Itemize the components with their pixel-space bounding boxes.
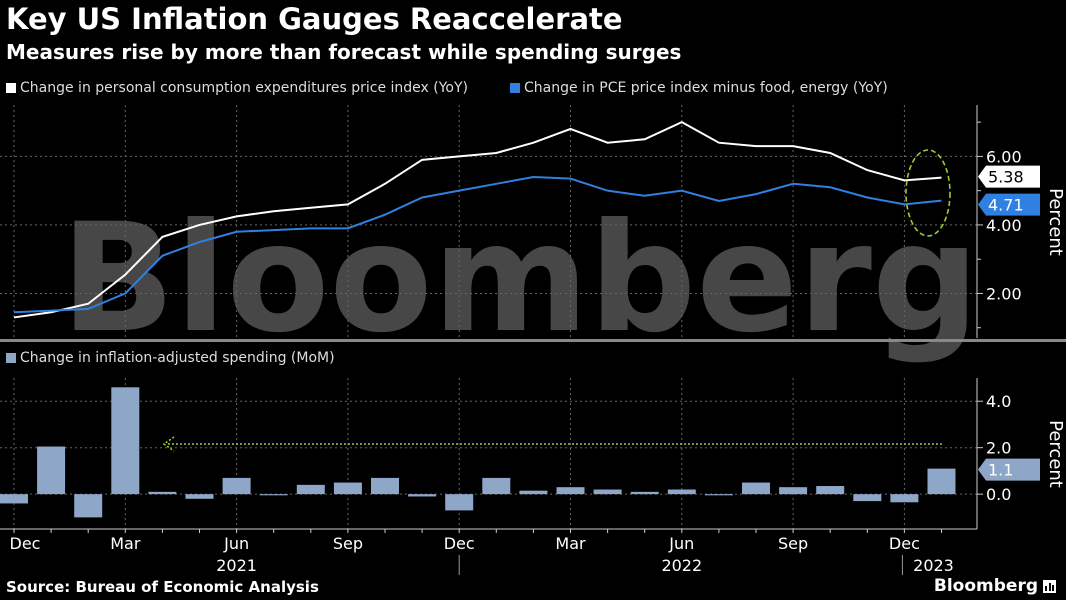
ytick-label-bottom: 0.0 — [986, 485, 1011, 504]
core-last-value: 4.71 — [988, 196, 1024, 215]
highlight-ellipse — [905, 149, 951, 237]
spending-bar — [111, 387, 140, 495]
chart-title: Key US Inflation Gauges Reaccelerate — [6, 2, 623, 36]
spending-bar — [37, 446, 66, 495]
year-label: 2021 — [216, 556, 257, 575]
legend-swatch-headline — [6, 83, 16, 93]
spending-bar — [630, 491, 659, 495]
ytick-label-bottom: 4.0 — [986, 392, 1011, 411]
spending-bar — [556, 487, 585, 495]
spending-bar — [371, 477, 399, 495]
xtick-label: Mar — [555, 534, 586, 553]
ytick-label-bottom: 2.0 — [986, 439, 1011, 458]
top-ylabel: Percent — [1045, 188, 1066, 256]
legend-swatch-spending — [6, 353, 16, 363]
spending-bar — [742, 482, 770, 495]
spending-bar — [0, 494, 28, 504]
spending-bar — [927, 468, 956, 495]
xtick-label: Sep — [778, 534, 808, 553]
xtick-label: Sep — [333, 534, 363, 553]
brand-name: Bloomberg — [933, 576, 1038, 596]
spending-bar — [296, 484, 325, 495]
spending-bar — [259, 494, 288, 496]
brand-logo: Bloomberg — [934, 576, 1056, 596]
core-pce-line — [13, 175, 942, 314]
legend-label-core: Change in PCE price index minus food, en… — [524, 80, 888, 96]
spending-bar — [816, 486, 845, 495]
spending-bar — [704, 494, 733, 496]
ytick-label-top: 4.00 — [986, 216, 1022, 235]
core-last-value-box — [978, 193, 1040, 216]
ytick-label-top: 2.00 — [986, 284, 1022, 303]
spending-bar — [667, 489, 696, 495]
legend-spending: Change in inflation-adjusted spending (M… — [6, 350, 335, 366]
xtick-label: Dec — [10, 534, 41, 553]
xtick-label: Jun — [223, 534, 249, 553]
spending-bar — [519, 490, 548, 495]
spending-bar — [222, 477, 251, 495]
legend-label-spending: Change in inflation-adjusted spending (M… — [20, 350, 335, 366]
xtick-label: Dec — [889, 534, 920, 553]
panel-separator — [0, 339, 1066, 342]
legend-core: Change in PCE price index minus food, en… — [510, 80, 888, 96]
ytick-label-top: 6.00 — [986, 147, 1022, 166]
spending-bar — [779, 487, 808, 495]
source-note: Source: Bureau of Economic Analysis — [6, 578, 319, 596]
bar-chart-icon — [1043, 579, 1056, 593]
spending-bar — [482, 477, 511, 495]
spending-last-value: 1.1 — [988, 461, 1013, 480]
legend-label-headline: Change in personal consumption expenditu… — [20, 80, 469, 96]
chart-subtitle: Measures rise by more than forecast whil… — [6, 40, 682, 64]
spending-bar — [148, 491, 177, 495]
spending-bar — [890, 494, 919, 503]
spending-bar — [333, 482, 362, 495]
headline-last-value-box — [978, 165, 1040, 188]
spending-bar — [593, 489, 622, 495]
headline-last-value: 5.38 — [988, 168, 1024, 187]
legend-headline: Change in personal consumption expenditu… — [6, 80, 468, 96]
xtick-label: Mar — [110, 534, 141, 553]
spending-last-value-box — [978, 458, 1040, 481]
spending-bar — [185, 494, 214, 499]
legend-swatch-core — [510, 83, 520, 93]
spending-bar — [74, 494, 103, 518]
year-label: 2023 — [913, 556, 954, 575]
bottom-ylabel: Percent — [1045, 420, 1066, 488]
spending-bar — [445, 494, 474, 511]
headline-pce-line — [13, 121, 942, 319]
year-label: 2022 — [661, 556, 702, 575]
spending-bar — [853, 494, 882, 502]
xtick-label: Jun — [668, 534, 694, 553]
annotation-arrow — [162, 436, 942, 452]
spending-bar — [408, 494, 437, 497]
xtick-label: Dec — [444, 534, 475, 553]
